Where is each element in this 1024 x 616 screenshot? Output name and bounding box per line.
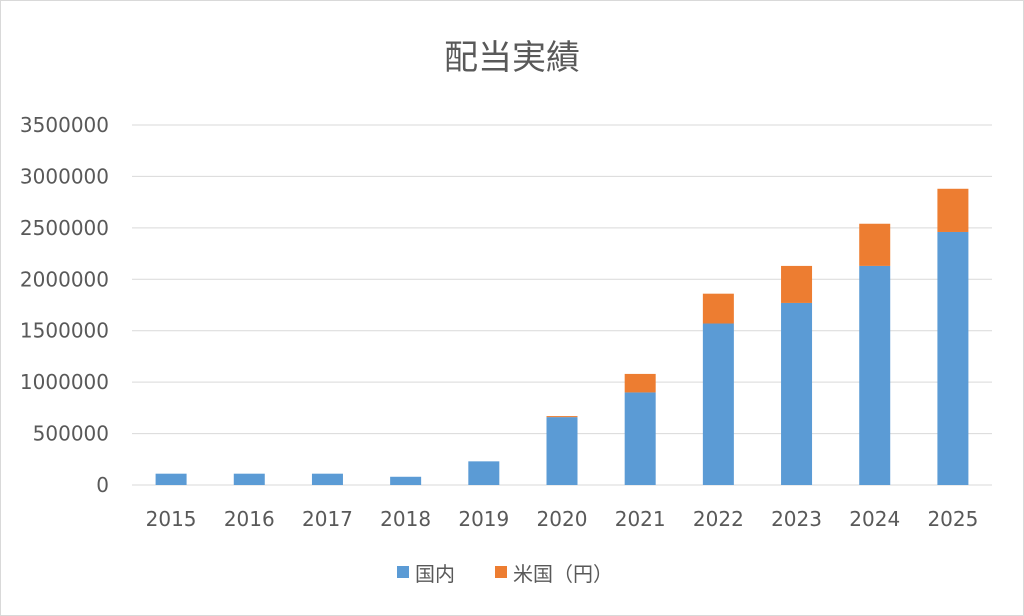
- y-axis-tick-labels: 0 500000 1000000 1500000 2000000 2500000 30000…: [20, 113, 109, 497]
- bars: [155, 188, 969, 485]
- x-tick-label: 2015: [146, 507, 197, 531]
- bar-domestic-2021: [624, 392, 656, 485]
- x-tick-label: 2024: [849, 507, 900, 531]
- x-tick-label: 2021: [615, 507, 666, 531]
- bar-domestic-2025: [937, 231, 969, 485]
- x-tick-label: 2020: [537, 507, 588, 531]
- gridlines: [132, 124, 992, 486]
- y-tick-label: 2000000: [20, 267, 109, 291]
- y-tick-label: 3500000: [20, 113, 109, 137]
- y-tick-label: 2500000: [20, 216, 109, 240]
- x-tick-label: 2025: [927, 507, 978, 531]
- legend-swatch-us-yen: [495, 566, 507, 578]
- x-tick-label: 2022: [693, 507, 744, 531]
- bar-us-yen-2025: [937, 188, 969, 232]
- x-tick-label: 2016: [224, 507, 275, 531]
- y-tick-label: 1000000: [20, 370, 109, 394]
- x-tick-label: 2023: [771, 507, 822, 531]
- y-tick-label: 3000000: [20, 164, 109, 188]
- x-axis-tick-labels: 2015 2016 2017 2018 2019 2020 2021 2022 2023 2024…: [146, 507, 979, 531]
- y-tick-label: 0: [96, 473, 109, 497]
- y-tick-label: 1500000: [20, 319, 109, 343]
- bar-domestic-2016: [233, 473, 265, 485]
- bar-domestic-2018: [390, 476, 422, 485]
- x-tick-label: 2018: [380, 507, 431, 531]
- legend-label-domestic: 国内: [415, 562, 455, 586]
- bar-domestic-2024: [859, 265, 891, 485]
- bar-domestic-2023: [781, 302, 813, 485]
- bar-us-yen-2023: [781, 265, 813, 303]
- bar-us-yen-2021: [624, 373, 656, 393]
- x-tick-label: 2019: [458, 507, 509, 531]
- bar-domestic-2015: [155, 473, 187, 485]
- legend-label-us-yen: 米国（円）: [513, 562, 613, 586]
- bar-domestic-2019: [468, 461, 500, 485]
- bar-us-yen-2024: [859, 223, 891, 266]
- y-tick-label: 500000: [33, 422, 109, 446]
- legend-swatch-domestic: [397, 566, 409, 578]
- bar-us-yen-2020: [546, 416, 578, 418]
- chart-title: 配当実績: [444, 38, 580, 78]
- x-tick-label: 2017: [302, 507, 353, 531]
- bar-domestic-2020: [546, 417, 578, 485]
- bar-domestic-2017: [311, 473, 343, 485]
- legend: 国内 米国（円）: [397, 562, 613, 586]
- bar-domestic-2022: [702, 323, 734, 485]
- bar-us-yen-2022: [702, 293, 734, 324]
